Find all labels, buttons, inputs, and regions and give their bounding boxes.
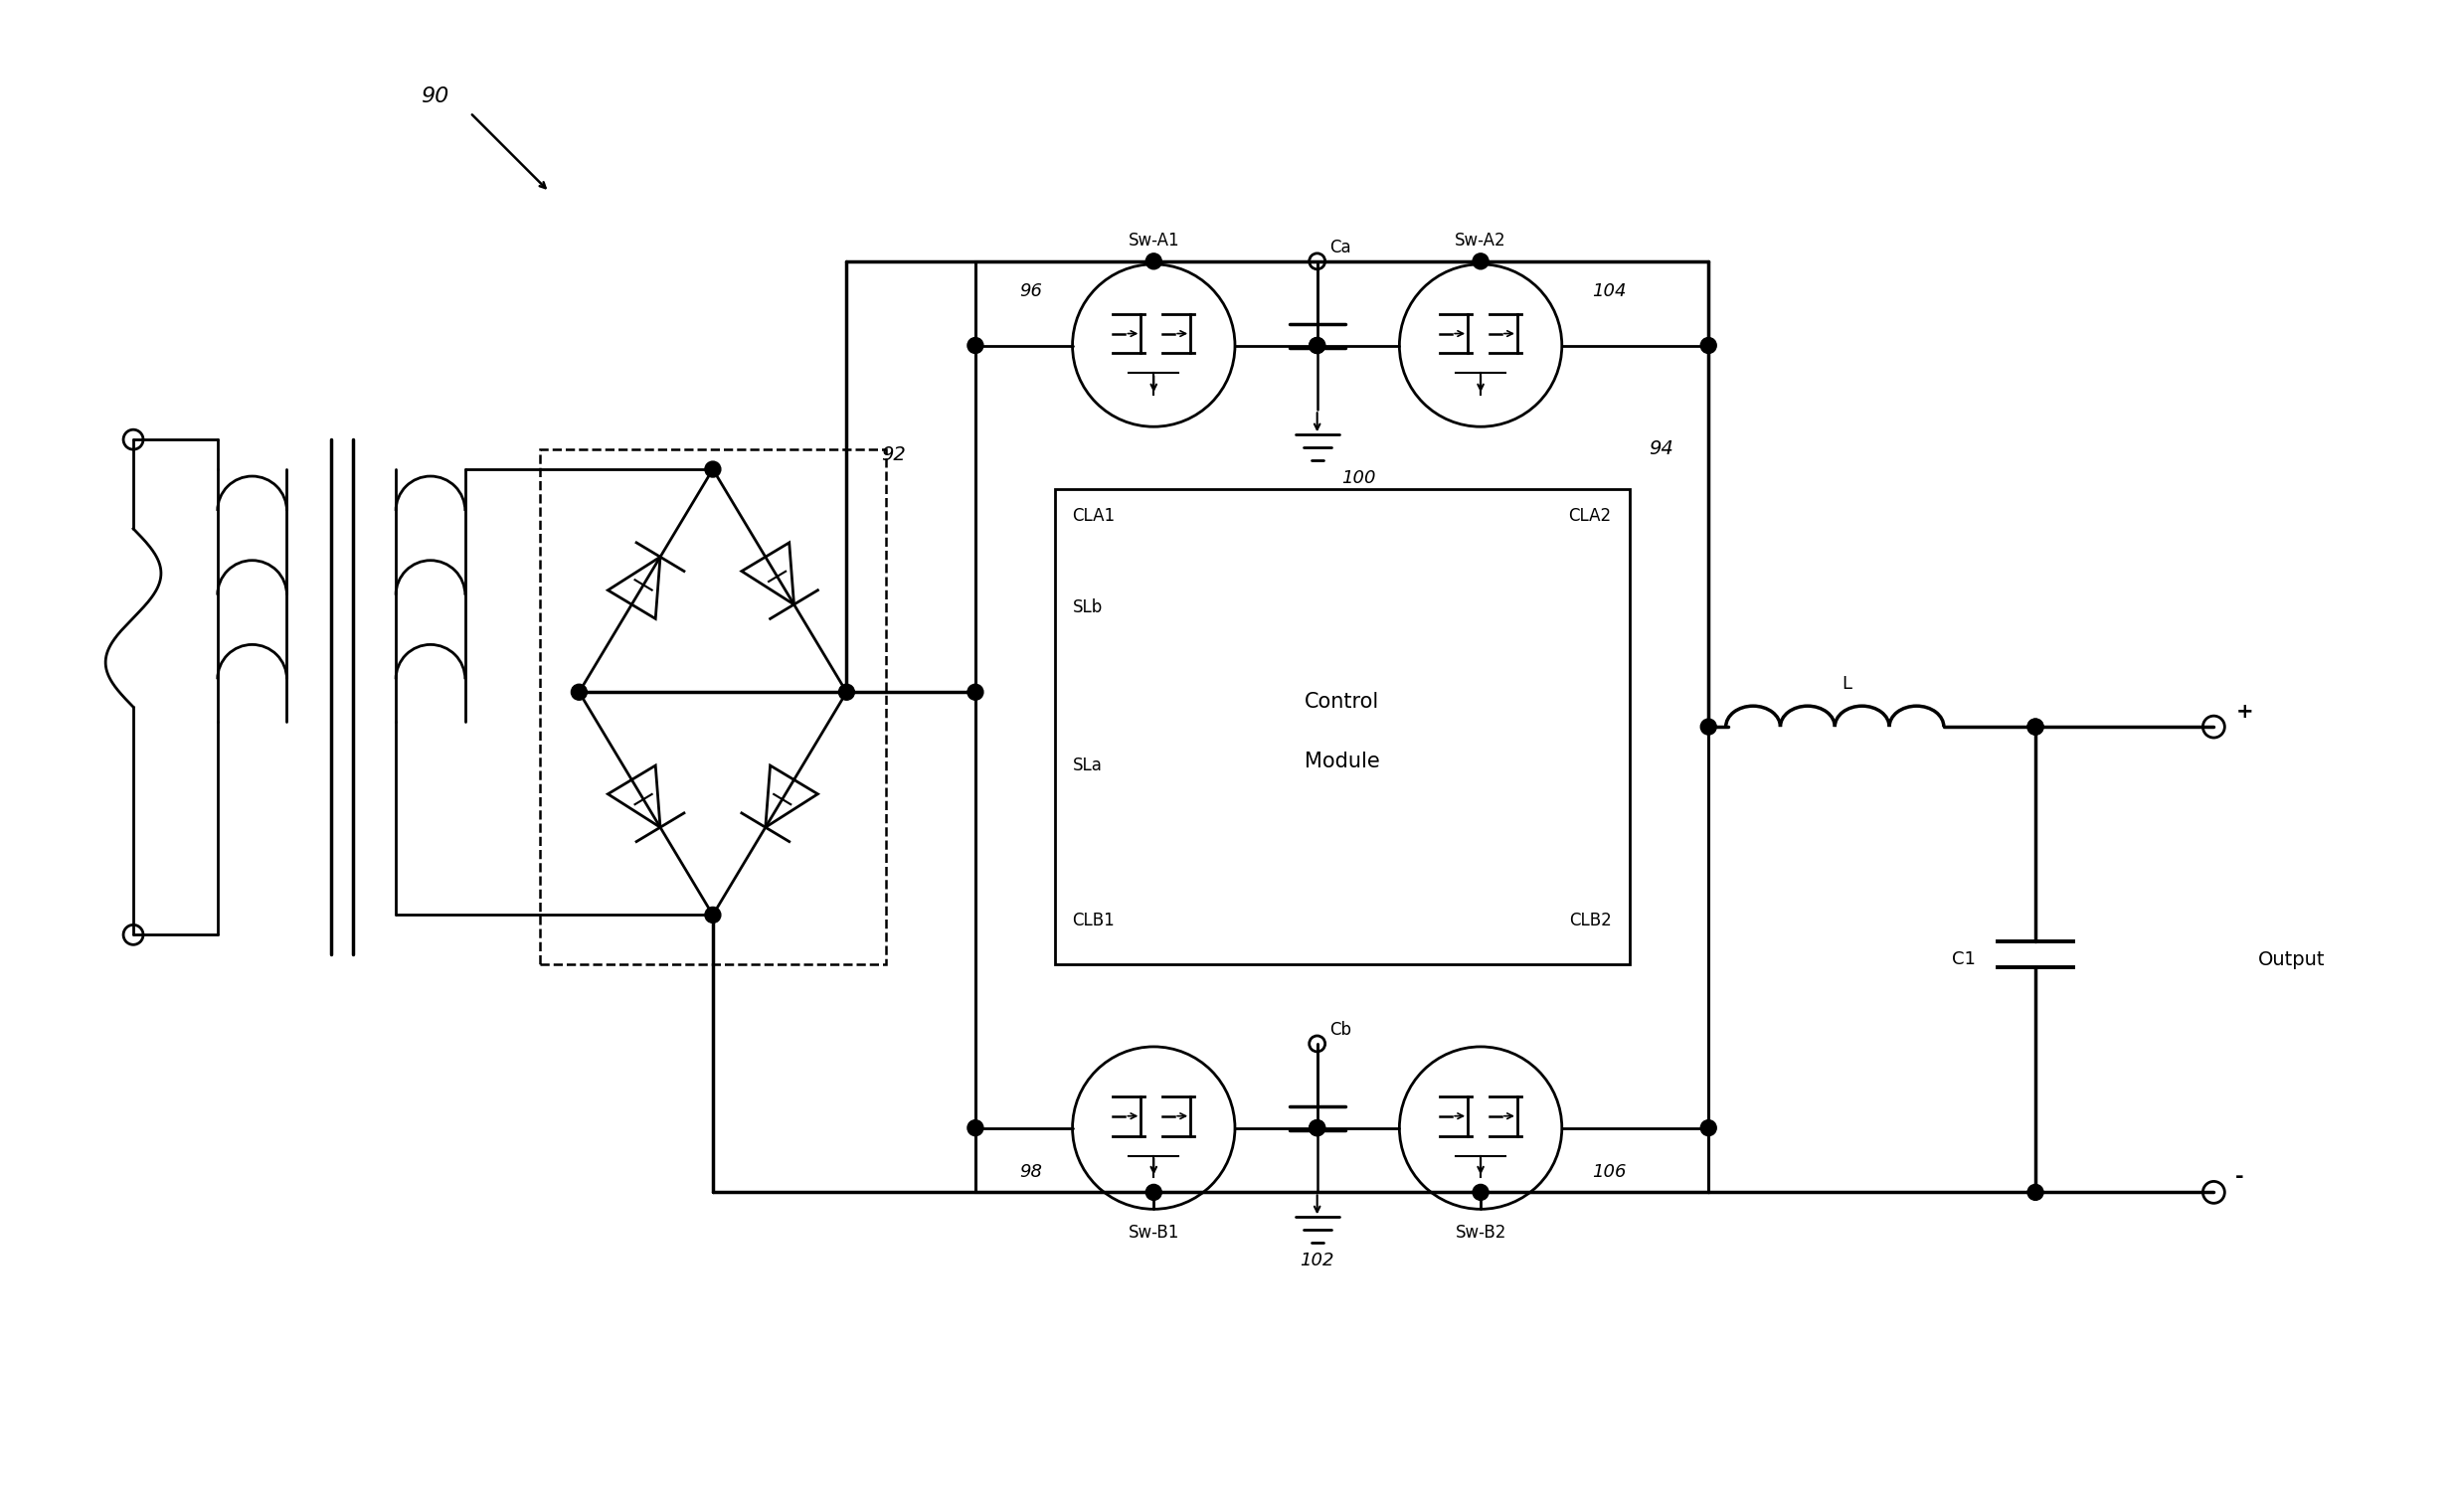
Circle shape	[1701, 337, 1716, 354]
Circle shape	[2028, 718, 2043, 735]
Text: CLB2: CLB2	[1568, 912, 1612, 930]
Text: 92: 92	[882, 446, 907, 464]
Circle shape	[1701, 1120, 1716, 1136]
Circle shape	[1310, 337, 1325, 354]
Text: -: -	[2237, 1167, 2244, 1187]
Text: Sw-A1: Sw-A1	[1128, 231, 1180, 249]
Bar	[1054, 488, 1630, 965]
Circle shape	[968, 685, 983, 700]
Circle shape	[705, 907, 720, 922]
Text: SLb: SLb	[1072, 599, 1104, 615]
Text: 98: 98	[1020, 1164, 1042, 1181]
Text: Ca: Ca	[1330, 239, 1349, 257]
Text: Sw-B2: Sw-B2	[1455, 1225, 1507, 1241]
Text: Output: Output	[2259, 950, 2325, 969]
Text: 100: 100	[1342, 469, 1376, 487]
Text: 96: 96	[1020, 283, 1042, 299]
Text: Control: Control	[1305, 692, 1379, 712]
Circle shape	[570, 685, 587, 700]
Text: 106: 106	[1593, 1164, 1625, 1181]
Text: 90: 90	[420, 86, 450, 107]
Text: 102: 102	[1300, 1252, 1335, 1270]
Text: C1: C1	[1952, 951, 1976, 969]
Text: CLB1: CLB1	[1072, 912, 1116, 930]
Text: 94: 94	[1649, 440, 1674, 458]
Circle shape	[1310, 1120, 1325, 1136]
Circle shape	[1472, 254, 1490, 269]
Text: L: L	[1841, 676, 1853, 692]
Bar	[538, 449, 887, 965]
Circle shape	[1310, 337, 1325, 354]
Bar	[976, 262, 1708, 1193]
Text: 104: 104	[1593, 283, 1625, 299]
Circle shape	[968, 337, 983, 354]
Circle shape	[2028, 1184, 2043, 1201]
Text: Cb: Cb	[1330, 1021, 1352, 1039]
Circle shape	[968, 1120, 983, 1136]
Text: Module: Module	[1305, 751, 1379, 771]
Text: SLa: SLa	[1072, 756, 1101, 774]
Circle shape	[838, 685, 855, 700]
Circle shape	[705, 461, 720, 478]
Text: Sw-B1: Sw-B1	[1128, 1225, 1180, 1241]
Circle shape	[1145, 1184, 1163, 1201]
Circle shape	[1145, 254, 1163, 269]
Circle shape	[1701, 718, 1716, 735]
Text: Sw-A2: Sw-A2	[1455, 231, 1507, 249]
Text: CLA1: CLA1	[1072, 507, 1116, 525]
Text: +: +	[2237, 702, 2254, 721]
Circle shape	[1310, 1120, 1325, 1136]
Circle shape	[1472, 1184, 1490, 1201]
Circle shape	[2028, 718, 2043, 735]
Text: CLA2: CLA2	[1568, 507, 1612, 525]
